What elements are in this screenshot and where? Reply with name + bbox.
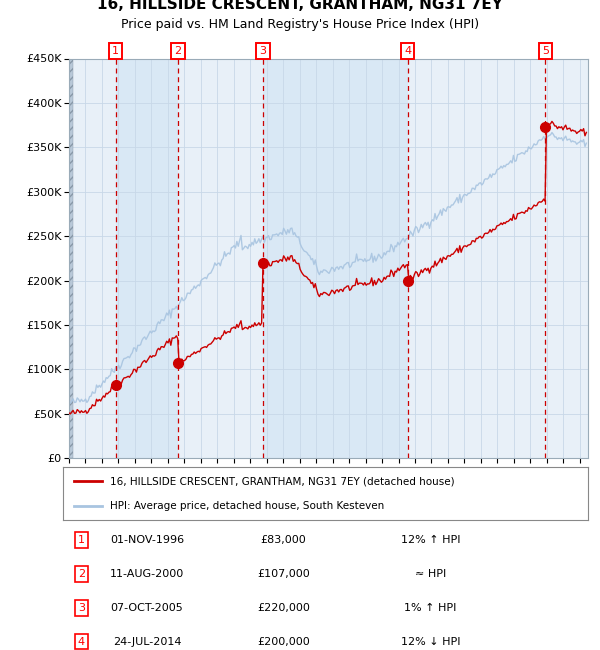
Text: 24-JUL-2014: 24-JUL-2014 (113, 636, 181, 647)
Text: Price paid vs. HM Land Registry's House Price Index (HPI): Price paid vs. HM Land Registry's House … (121, 18, 479, 31)
Text: 1: 1 (112, 46, 119, 57)
Text: 12% ↓ HPI: 12% ↓ HPI (401, 636, 460, 647)
Text: 12% ↑ HPI: 12% ↑ HPI (401, 535, 460, 545)
Text: ≈ HPI: ≈ HPI (415, 569, 446, 579)
Text: 3: 3 (259, 46, 266, 57)
Text: 5: 5 (542, 46, 549, 57)
Bar (69, 58, 73, 458)
Bar (69, 58, 73, 458)
Text: £200,000: £200,000 (257, 636, 310, 647)
Text: 11-AUG-2000: 11-AUG-2000 (110, 569, 184, 579)
Text: HPI: Average price, detached house, South Kesteven: HPI: Average price, detached house, Sout… (110, 500, 385, 511)
Text: 16, HILLSIDE CRESCENT, GRANTHAM, NG31 7EY: 16, HILLSIDE CRESCENT, GRANTHAM, NG31 7E… (97, 0, 503, 12)
Text: 2: 2 (175, 46, 181, 57)
Text: 3: 3 (78, 603, 85, 613)
Text: £220,000: £220,000 (257, 603, 310, 613)
Text: £107,000: £107,000 (257, 569, 310, 579)
Text: 16, HILLSIDE CRESCENT, GRANTHAM, NG31 7EY (detached house): 16, HILLSIDE CRESCENT, GRANTHAM, NG31 7E… (110, 476, 455, 486)
Text: 07-OCT-2005: 07-OCT-2005 (110, 603, 184, 613)
Bar (116, 58, 178, 458)
Text: 4: 4 (78, 636, 85, 647)
Text: 01-NOV-1996: 01-NOV-1996 (110, 535, 184, 545)
Text: 2: 2 (78, 569, 85, 579)
Text: £83,000: £83,000 (260, 535, 307, 545)
Text: 1: 1 (78, 535, 85, 545)
Text: 1% ↑ HPI: 1% ↑ HPI (404, 603, 457, 613)
Bar (263, 58, 408, 458)
Text: 4: 4 (404, 46, 412, 57)
